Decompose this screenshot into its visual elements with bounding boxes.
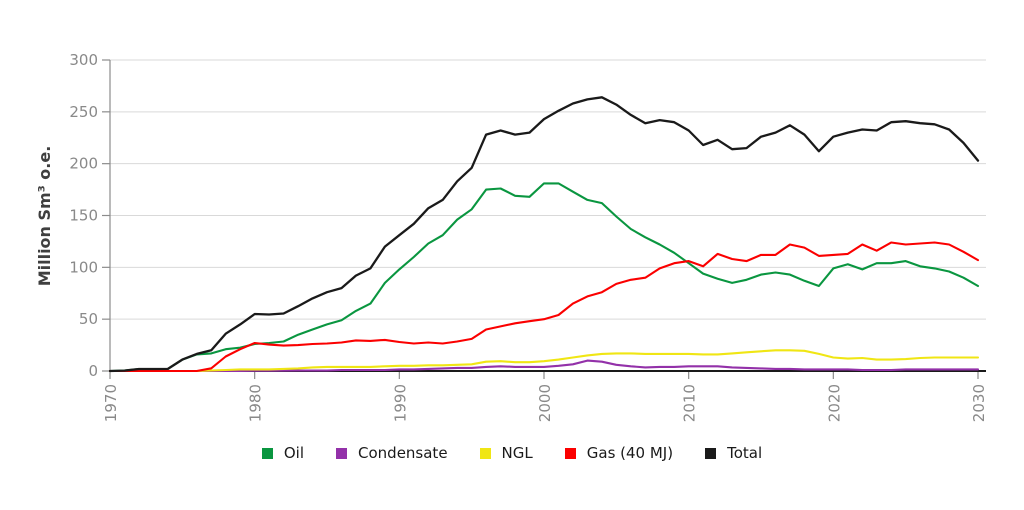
data-series-lines bbox=[108, 96, 980, 373]
gridlines bbox=[110, 59, 986, 320]
condensate-series-line bbox=[108, 359, 980, 373]
y-tick-label-50: 50 bbox=[79, 310, 98, 328]
ngl-legend-swatch bbox=[479, 448, 491, 459]
y-tick-label-200: 200 bbox=[69, 155, 98, 173]
chart-legend: Oil Condensate NGL Gas (40 MJ) Total bbox=[0, 446, 1024, 461]
oil-legend-label: Oil bbox=[283, 444, 305, 462]
x-tick-label-1990: 1990 bbox=[391, 384, 409, 422]
oil-legend-swatch bbox=[261, 448, 273, 459]
ngl-series-line bbox=[108, 349, 980, 373]
y-tick-label-300: 300 bbox=[69, 51, 98, 69]
axes bbox=[102, 59, 986, 379]
x-tick-label-1980: 1980 bbox=[247, 384, 265, 422]
oil-series-line bbox=[108, 182, 980, 373]
legend-item-ngl: NGL bbox=[479, 444, 533, 462]
legend-item-total: Total bbox=[705, 446, 762, 461]
axis-labels: 0 50 100 150 200 250 300 1970 1980 1990 2000 2010 20… bbox=[69, 51, 988, 422]
y-tick-label-0: 0 bbox=[88, 362, 98, 380]
y-tick-label-150: 150 bbox=[69, 207, 98, 225]
ngl-legend-label: NGL bbox=[501, 444, 533, 462]
x-tick-label-2010: 2010 bbox=[681, 384, 699, 422]
gas-legend-label: Gas (40 MJ) bbox=[586, 444, 674, 462]
gas-40-mj-series-line bbox=[108, 241, 980, 373]
x-tick-label-2000: 2000 bbox=[536, 384, 554, 422]
condensate-legend-swatch bbox=[336, 448, 348, 459]
legend-item-condensate: Condensate bbox=[336, 446, 448, 461]
y-axis-title: Million Sm³ o.e. bbox=[35, 146, 54, 287]
total-series-line bbox=[108, 96, 980, 373]
x-tick-label-1970: 1970 bbox=[102, 384, 120, 422]
y-tick-label-250: 250 bbox=[69, 103, 98, 121]
gas-legend-swatch bbox=[564, 448, 576, 459]
total-legend-swatch bbox=[705, 448, 717, 459]
legend-item-oil: Oil bbox=[261, 444, 305, 462]
y-tick-label-100: 100 bbox=[69, 258, 98, 276]
condensate-legend-label: Condensate bbox=[358, 444, 448, 462]
legend-item-gas: Gas (40 MJ) bbox=[564, 444, 674, 462]
x-tick-label-2030: 2030 bbox=[970, 384, 988, 422]
total-legend-label: Total bbox=[727, 444, 763, 462]
x-tick-label-2020: 2020 bbox=[825, 384, 843, 422]
